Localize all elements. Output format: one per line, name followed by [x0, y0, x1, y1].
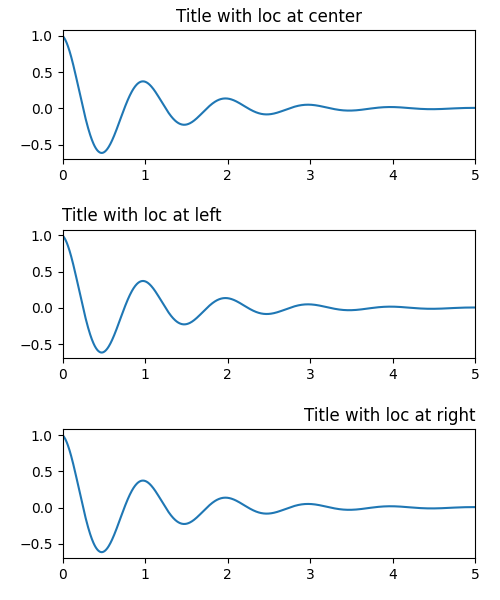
- Text: Title with loc at right: Title with loc at right: [304, 407, 475, 425]
- Title: Title with loc at center: Title with loc at center: [176, 8, 362, 26]
- Text: Title with loc at left: Title with loc at left: [62, 207, 222, 225]
